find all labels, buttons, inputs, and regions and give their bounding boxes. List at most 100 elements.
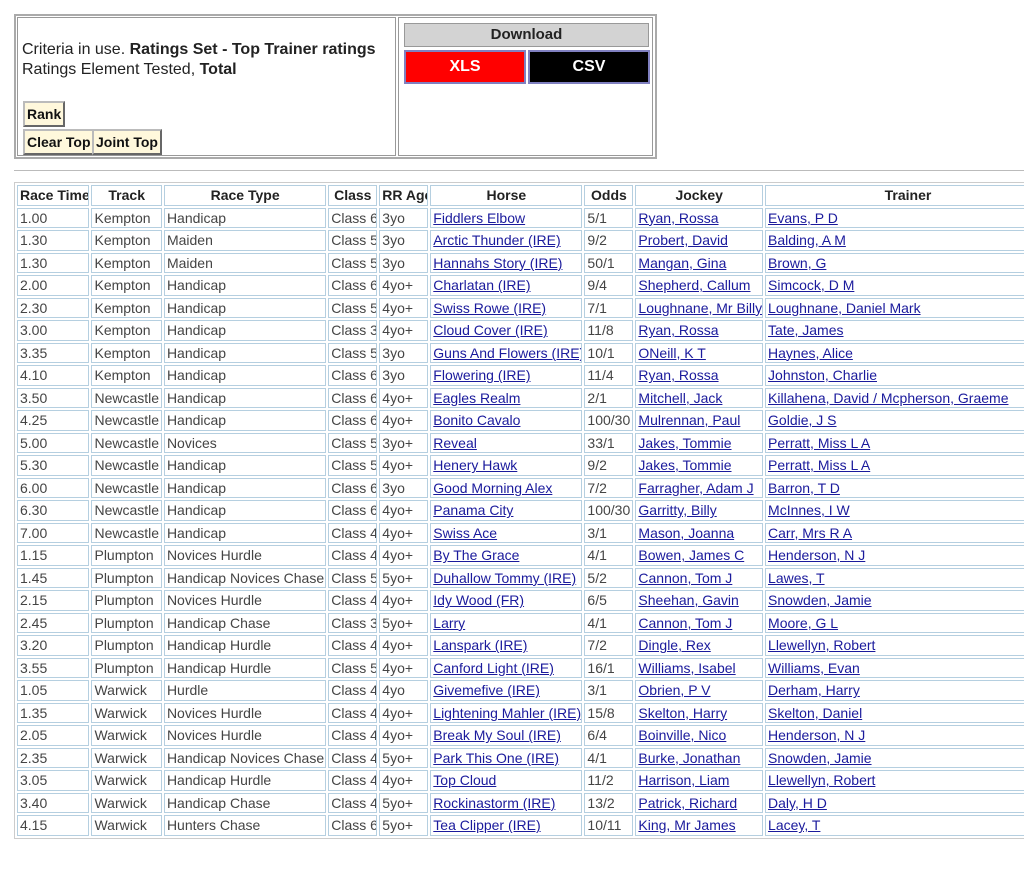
clear-top-button[interactable]: Clear Top: [23, 129, 95, 155]
table-cell: Class 6: [328, 815, 378, 836]
jockey-link[interactable]: Ryan, Rossa: [638, 367, 719, 384]
jockey-link[interactable]: Sheehan, Gavin: [638, 592, 739, 609]
horse-link[interactable]: Break My Soul (IRE): [433, 727, 561, 744]
trainer-link[interactable]: Loughnane, Daniel Mark: [768, 299, 921, 316]
jockey-link[interactable]: Bowen, James C: [638, 547, 745, 564]
horse-link[interactable]: Duhallow Tommy (IRE): [433, 569, 577, 586]
trainer-link[interactable]: Evans, P D: [768, 209, 838, 226]
joint-top-button[interactable]: Joint Top: [92, 129, 162, 155]
jockey-link[interactable]: Harrison, Liam: [638, 772, 730, 789]
trainer-link[interactable]: Tate, James: [768, 322, 844, 339]
trainer-link[interactable]: Haynes, Alice: [768, 344, 853, 361]
horse-link[interactable]: Lanspark (IRE): [433, 637, 528, 654]
jockey-link[interactable]: Patrick, Richard: [638, 794, 738, 811]
horse-link[interactable]: Canford Light (IRE): [433, 659, 554, 676]
horse-link[interactable]: Hannahs Story (IRE): [433, 254, 563, 271]
trainer-link[interactable]: Perratt, Miss L A: [768, 457, 871, 474]
jockey-link[interactable]: Probert, David: [638, 232, 728, 249]
jockey-link[interactable]: Obrien, P V: [638, 682, 711, 699]
jockey-link[interactable]: Burke, Jonathan: [638, 749, 741, 766]
horse-link[interactable]: Flowering (IRE): [433, 367, 531, 384]
horse-link[interactable]: Tea Clipper (IRE): [433, 817, 541, 834]
table-cell: 4yo: [379, 680, 429, 701]
table-cell: Canford Light (IRE): [430, 657, 583, 678]
jockey-link[interactable]: Mitchell, Jack: [638, 389, 723, 406]
jockey-link[interactable]: Loughnane, Mr Billy: [638, 299, 763, 316]
trainer-link[interactable]: Derham, Harry: [768, 682, 860, 699]
rank-button[interactable]: Rank: [23, 101, 66, 127]
trainer-link[interactable]: Moore, G L: [768, 614, 839, 631]
horse-link[interactable]: Guns And Flowers (IRE): [433, 344, 583, 361]
jockey-link[interactable]: Cannon, Tom J: [638, 569, 733, 586]
trainer-link[interactable]: Perratt, Miss L A: [768, 434, 871, 451]
table-cell: Plumpton: [91, 567, 162, 588]
table-cell: Handicap: [163, 320, 327, 341]
jockey-link[interactable]: Dingle, Rex: [638, 637, 711, 654]
table-cell: Mulrennan, Paul: [635, 410, 764, 431]
xls-button[interactable]: XLS: [404, 50, 526, 84]
jockey-link[interactable]: Ryan, Rossa: [638, 209, 719, 226]
jockey-link[interactable]: Ryan, Rossa: [638, 322, 719, 339]
jockey-link[interactable]: Farragher, Adam J: [638, 479, 754, 496]
trainer-link[interactable]: Killahena, David / Mcpherson, Graeme: [768, 389, 1009, 406]
trainer-link[interactable]: Skelton, Daniel: [768, 704, 863, 721]
jockey-link[interactable]: King, Mr James: [638, 817, 736, 834]
horse-link[interactable]: Cloud Cover (IRE): [433, 322, 548, 339]
horse-link[interactable]: Arctic Thunder (IRE): [433, 232, 561, 249]
jockey-link[interactable]: Garritty, Billy: [638, 502, 717, 519]
horse-link[interactable]: Fiddlers Elbow: [433, 209, 526, 226]
trainer-link[interactable]: Llewellyn, Robert: [768, 637, 876, 654]
horse-link[interactable]: Givemefive (IRE): [433, 682, 540, 699]
jockey-link[interactable]: Skelton, Harry: [638, 704, 728, 721]
trainer-link[interactable]: Balding, A M: [768, 232, 846, 249]
horse-link[interactable]: Idy Wood (FR): [433, 592, 525, 609]
trainer-link[interactable]: Johnston, Charlie: [768, 367, 877, 384]
horse-link[interactable]: Reveal: [433, 434, 477, 451]
trainer-link[interactable]: McInnes, I W: [768, 502, 850, 519]
trainer-link[interactable]: Henderson, N J: [768, 547, 866, 564]
horse-link[interactable]: Bonito Cavalo: [433, 412, 521, 429]
trainer-link[interactable]: Carr, Mrs R A: [768, 524, 853, 541]
horse-link[interactable]: By The Grace: [433, 547, 520, 564]
trainer-link[interactable]: Lacey, T: [768, 817, 821, 834]
horse-link[interactable]: Panama City: [433, 502, 514, 519]
trainer-link[interactable]: Williams, Evan: [768, 659, 860, 676]
horse-link[interactable]: Eagles Realm: [433, 389, 521, 406]
table-cell: Class 5: [328, 252, 378, 273]
trainer-link[interactable]: Lawes, T: [768, 569, 825, 586]
trainer-link[interactable]: Llewellyn, Robert: [768, 772, 876, 789]
table-cell: Handicap: [163, 455, 327, 476]
jockey-link[interactable]: Mangan, Gina: [638, 254, 727, 271]
trainer-link[interactable]: Brown, G: [768, 254, 827, 271]
jockey-link[interactable]: Mulrennan, Paul: [638, 412, 741, 429]
trainer-link[interactable]: Barron, T D: [768, 479, 840, 496]
jockey-link[interactable]: Jakes, Tommie: [638, 457, 732, 474]
table-cell: 5.30: [17, 455, 90, 476]
horse-link[interactable]: Charlatan (IRE): [433, 277, 531, 294]
horse-link[interactable]: Lightening Mahler (IRE): [433, 704, 582, 721]
trainer-link[interactable]: Simcock, D M: [768, 277, 855, 294]
horse-link[interactable]: Rockinastorm (IRE): [433, 794, 556, 811]
jockey-link[interactable]: Williams, Isabel: [638, 659, 736, 676]
horse-link[interactable]: Top Cloud: [433, 772, 497, 789]
table-cell: Larry: [430, 612, 583, 633]
jockey-link[interactable]: ONeill, K T: [638, 344, 706, 361]
jockey-link[interactable]: Cannon, Tom J: [638, 614, 733, 631]
horse-link[interactable]: Good Morning Alex: [433, 479, 553, 496]
trainer-link[interactable]: Daly, H D: [768, 794, 827, 811]
trainer-link[interactable]: Snowden, Jamie: [768, 592, 872, 609]
horse-link[interactable]: Swiss Ace: [433, 524, 498, 541]
trainer-link[interactable]: Goldie, J S: [768, 412, 837, 429]
horse-link[interactable]: Swiss Rowe (IRE): [433, 299, 547, 316]
csv-button[interactable]: CSV: [528, 50, 650, 84]
jockey-link[interactable]: Jakes, Tommie: [638, 434, 732, 451]
horse-link[interactable]: Henery Hawk: [433, 457, 518, 474]
horse-link[interactable]: Larry: [433, 614, 466, 631]
horse-link[interactable]: Park This One (IRE): [433, 749, 560, 766]
trainer-link[interactable]: Henderson, N J: [768, 727, 866, 744]
jockey-link[interactable]: Boinville, Nico: [638, 727, 727, 744]
trainer-link[interactable]: Snowden, Jamie: [768, 749, 872, 766]
jockey-link[interactable]: Mason, Joanna: [638, 524, 735, 541]
table-row: 6.00 Newcastle Handicap Class 6 3yo Good Morn…: [17, 477, 1024, 498]
jockey-link[interactable]: Shepherd, Callum: [638, 277, 751, 294]
